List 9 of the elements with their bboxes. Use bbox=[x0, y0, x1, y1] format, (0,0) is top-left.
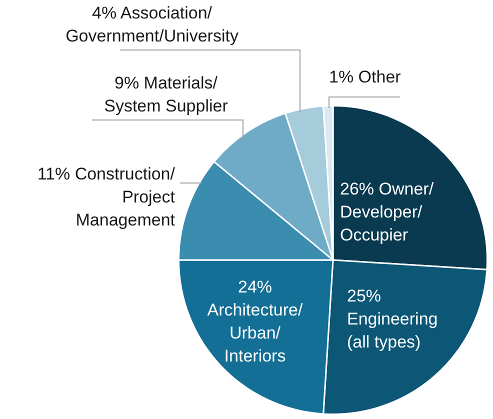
slice-label: 4% Association/ Government/University bbox=[66, 4, 239, 46]
slice-label: 26% Owner/ Developer/ Occupier bbox=[340, 180, 434, 245]
slice-label: 1% Other bbox=[329, 68, 402, 87]
slice-label: Engineering (all types) bbox=[347, 310, 438, 352]
slice-label: Architecture/ Urban/ Interiors bbox=[207, 300, 303, 366]
slice-label: 9% Materials/ System Supplier bbox=[104, 74, 228, 116]
slice-label: 11% Construction/ Project Management bbox=[37, 164, 176, 230]
data-label: 25% bbox=[347, 286, 382, 306]
data-label: 24% bbox=[238, 278, 272, 297]
